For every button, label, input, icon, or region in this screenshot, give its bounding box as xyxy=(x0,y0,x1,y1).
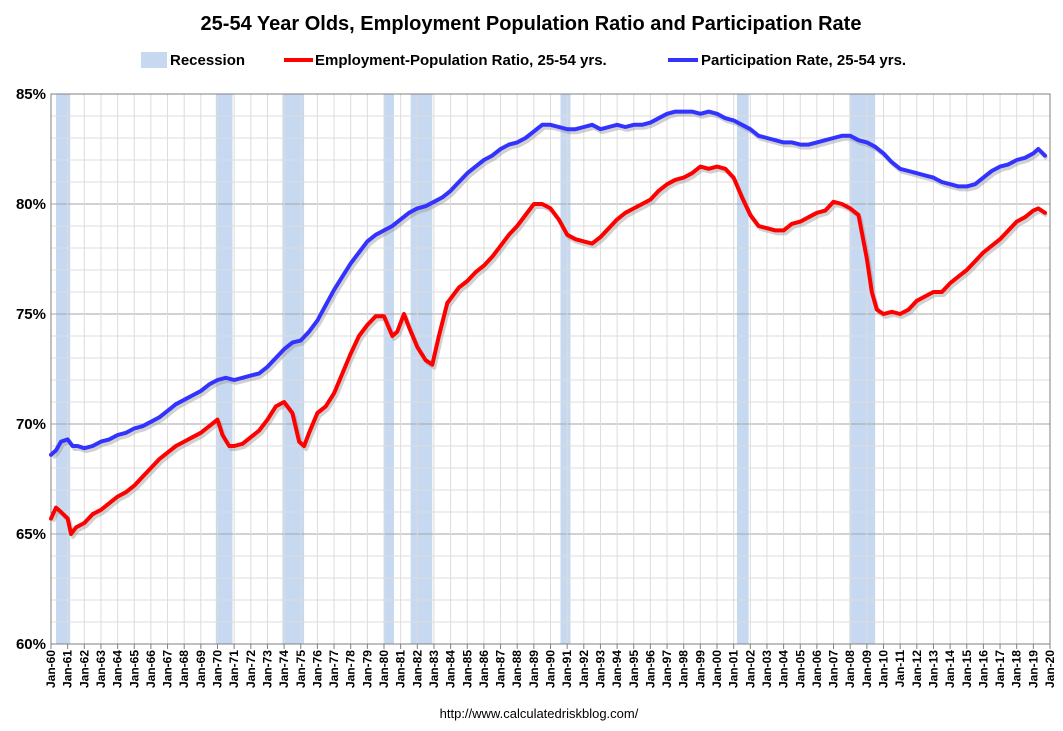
legend-recession-swatch xyxy=(141,52,167,68)
x-tick-label: Jan-85 xyxy=(460,650,474,688)
x-tick-label: Jan-99 xyxy=(693,650,707,688)
x-tick-label: Jan-79 xyxy=(360,650,374,688)
x-tick-label: Jan-93 xyxy=(593,650,607,688)
x-tick-label: Jan-17 xyxy=(993,650,1007,688)
x-tick-label: Jan-04 xyxy=(777,650,791,688)
y-tick-label: 85% xyxy=(16,86,46,103)
x-tick-label: Jan-90 xyxy=(544,650,558,688)
x-tick-label: Jan-03 xyxy=(760,650,774,688)
x-axis: Jan-60 Jan-61 Jan-62 Jan-63 Jan-64 Jan-65 Jan-… xyxy=(44,644,1057,688)
series-line-employment-population-ratio xyxy=(49,164,1047,536)
x-tick-label: Jan-89 xyxy=(527,650,541,688)
x-tick-label: Jan-62 xyxy=(77,650,91,688)
x-tick-label: Jan-07 xyxy=(827,650,841,688)
y-tick-label: 80% xyxy=(16,196,46,213)
y-tick-label: 70% xyxy=(16,416,46,433)
x-tick-label: Jan-63 xyxy=(94,650,108,688)
x-tick-label: Jan-74 xyxy=(277,650,291,688)
x-tick-label: Jan-88 xyxy=(510,650,524,688)
x-tick-label: Jan-69 xyxy=(194,650,208,688)
x-tick-label: Jan-15 xyxy=(960,650,974,688)
x-tick-label: Jan-08 xyxy=(843,650,857,688)
x-tick-label: Jan-19 xyxy=(1026,650,1040,688)
recession-band-3 xyxy=(384,94,394,644)
x-tick-label: Jan-02 xyxy=(743,650,757,688)
recession-band-2 xyxy=(282,94,305,644)
x-tick-label: Jan-05 xyxy=(793,650,807,688)
x-tick-label: Jan-81 xyxy=(394,650,408,688)
x-tick-label: Jan-12 xyxy=(910,650,924,688)
recession-band-1 xyxy=(215,94,233,644)
x-tick-label: Jan-11 xyxy=(893,650,907,688)
y-tick-label: 60% xyxy=(16,636,46,653)
x-tick-label: Jan-86 xyxy=(477,650,491,688)
x-tick-label: Jan-94 xyxy=(610,650,624,688)
x-tick-label: Jan-16 xyxy=(976,650,990,688)
x-tick-label: Jan-68 xyxy=(177,650,191,688)
x-tick-label: Jan-18 xyxy=(1010,650,1024,688)
x-tick-label: Jan-67 xyxy=(161,650,175,688)
x-tick-label: Jan-70 xyxy=(211,650,225,688)
x-tick-label: Jan-09 xyxy=(860,650,874,688)
x-tick-label: Jan-73 xyxy=(260,650,274,688)
x-tick-label: Jan-84 xyxy=(444,650,458,688)
recession-bands xyxy=(55,94,876,644)
x-tick-label: Jan-01 xyxy=(727,650,741,688)
x-tick-label: Jan-77 xyxy=(327,650,341,688)
x-tick-label: Jan-83 xyxy=(427,650,441,688)
x-tick-label: Jan-72 xyxy=(244,650,258,688)
x-tick-label: Jan-61 xyxy=(61,650,75,688)
series-line-participation-rate xyxy=(49,109,1047,457)
y-tick-label: 75% xyxy=(16,306,46,323)
x-tick-label: Jan-20 xyxy=(1043,650,1057,688)
x-tick-label: Jan-13 xyxy=(926,650,940,688)
x-tick-label: Jan-91 xyxy=(560,650,574,688)
x-tick-label: Jan-71 xyxy=(227,650,241,688)
x-tick-label: Jan-98 xyxy=(677,650,691,688)
x-tick-label: Jan-10 xyxy=(877,650,891,688)
x-tick-label: Jan-96 xyxy=(643,650,657,688)
x-tick-label: Jan-92 xyxy=(577,650,591,688)
x-tick-label: Jan-64 xyxy=(111,650,125,688)
x-tick-label: Jan-65 xyxy=(127,650,141,688)
x-tick-label: Jan-82 xyxy=(410,650,424,688)
series-lines xyxy=(49,109,1049,539)
x-tick-label: Jan-60 xyxy=(44,650,58,688)
x-tick-label: Jan-87 xyxy=(494,650,508,688)
x-tick-label: Jan-80 xyxy=(377,650,391,688)
recession-band-0 xyxy=(55,94,71,644)
y-axis: 60% 65% 70% 75% 80% 85% xyxy=(16,86,46,653)
chart-title: 25-54 Year Olds, Employment Population R… xyxy=(201,13,862,35)
legend-epop-label: Employment-Population Ratio, 25-54 yrs. xyxy=(315,52,607,69)
recession-band-7 xyxy=(849,94,876,644)
x-tick-label: Jan-75 xyxy=(294,650,308,688)
x-tick-label: Jan-76 xyxy=(310,650,324,688)
recession-band-4 xyxy=(410,94,433,644)
legend: Recession Employment-Population Ratio, 2… xyxy=(141,52,906,69)
legend-recession-label: Recession xyxy=(170,52,245,69)
y-tick-label: 65% xyxy=(16,526,46,543)
legend-lfpr-label: Participation Rate, 25-54 yrs. xyxy=(701,52,906,69)
x-tick-label: Jan-14 xyxy=(943,650,957,688)
recession-band-6 xyxy=(736,94,749,644)
recession-band-5 xyxy=(560,94,571,644)
x-tick-label: Jan-06 xyxy=(810,650,824,688)
x-tick-label: Jan-78 xyxy=(344,650,358,688)
x-tick-label: Jan-95 xyxy=(627,650,641,688)
x-tick-label: Jan-00 xyxy=(710,650,724,688)
x-tick-label: Jan-66 xyxy=(144,650,158,688)
x-tick-label: Jan-97 xyxy=(660,650,674,688)
source-url: http://www.calculatedriskblog.com/ xyxy=(440,706,639,721)
grid-lines xyxy=(50,93,1051,645)
